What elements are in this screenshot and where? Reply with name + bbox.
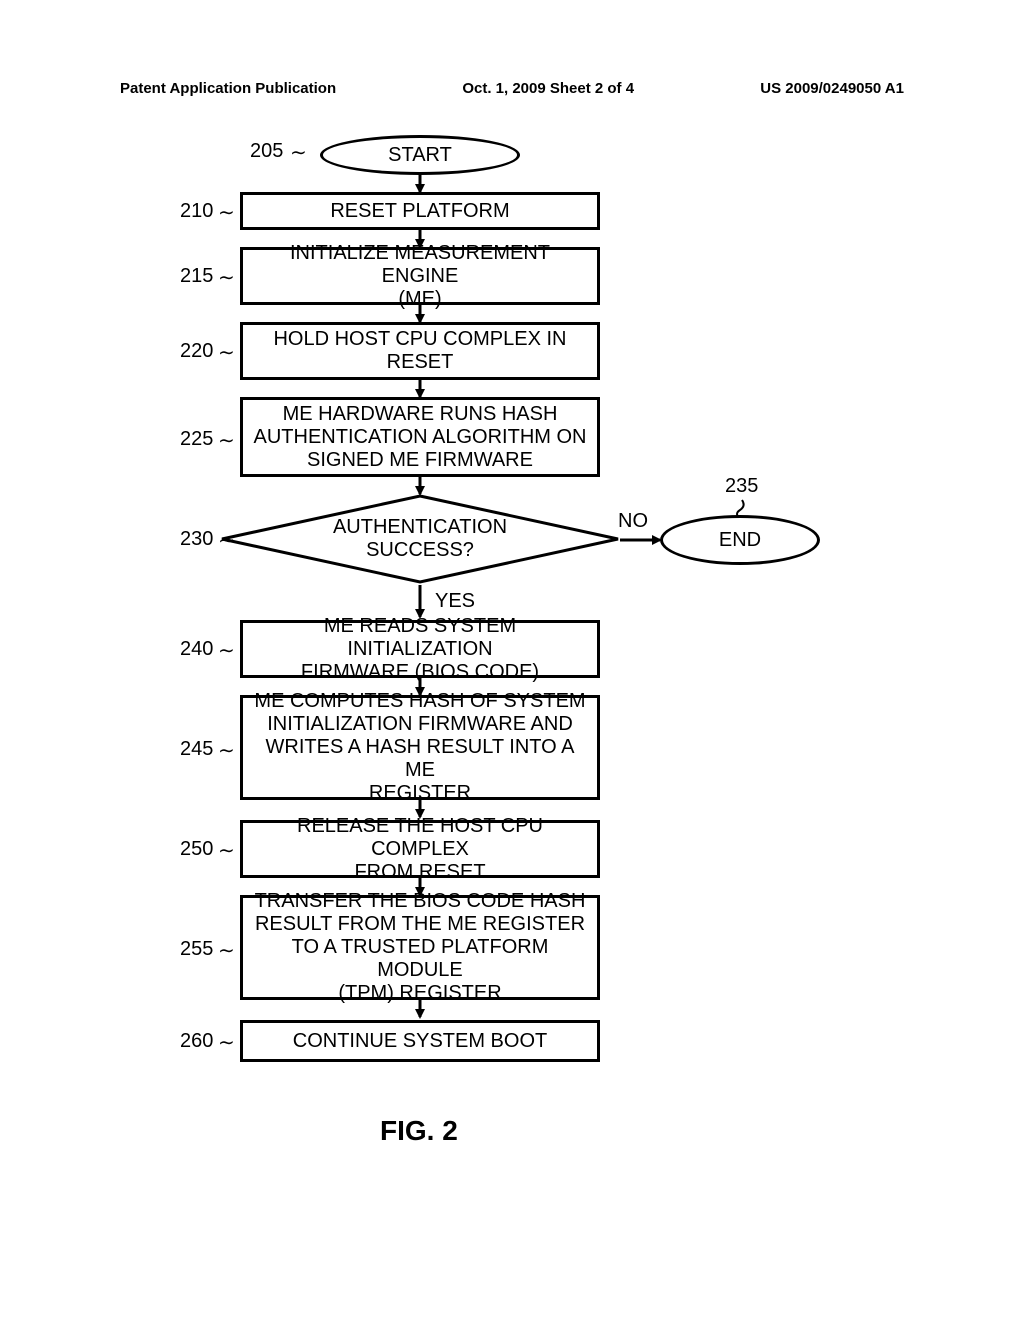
lead-230: ∼ (218, 528, 235, 553)
node-240-l2: FIRMWARE (BIOS CODE) (301, 661, 539, 684)
lead-255: ∼ (218, 938, 235, 963)
ref-255: 255 (180, 938, 213, 961)
lead-250: ∼ (218, 838, 235, 863)
header-left: Patent Application Publication (120, 80, 336, 97)
node-215-l2: (ME) (398, 288, 441, 311)
node-225: ME HARDWARE RUNS HASH AUTHENTICATION ALG… (240, 397, 600, 477)
header-right: US 2009/0249050 A1 (760, 80, 904, 97)
lead-225: ∼ (218, 428, 235, 453)
lead-245: ∼ (218, 738, 235, 763)
node-start: START (320, 135, 520, 175)
edge-yes: YES (435, 590, 475, 613)
node-215-l1: INITIALIZE MEASUREMENT ENGINE (251, 242, 589, 288)
node-260-label: CONTINUE SYSTEM BOOT (293, 1030, 547, 1053)
header-center: Oct. 1, 2009 Sheet 2 of 4 (462, 80, 634, 97)
node-245-l4: REGISTER (369, 782, 471, 805)
node-210-label: RESET PLATFORM (330, 200, 509, 223)
lead-210: ∼ (218, 200, 235, 225)
ref-205: 205 (250, 140, 283, 163)
node-245-l2: INITIALIZATION FIRMWARE AND (267, 713, 573, 736)
node-260: CONTINUE SYSTEM BOOT (240, 1020, 600, 1062)
node-230: AUTHENTICATION SUCCESS? (220, 494, 620, 584)
node-225-l1: ME HARDWARE RUNS HASH (283, 403, 558, 426)
ref-225: 225 (180, 428, 213, 451)
ref-230: 230 (180, 528, 213, 551)
node-225-l3: SIGNED ME FIRMWARE (307, 449, 533, 472)
flowchart: START 205 ∼ RESET PLATFORM 210 ∼ INITIAL… (0, 130, 1024, 1210)
node-250-l2: FROM RESET (354, 861, 485, 884)
node-225-l2: AUTHENTICATION ALGORITHM ON (254, 426, 587, 449)
node-240-l1: ME READS SYSTEM INITIALIZATION (251, 615, 589, 661)
ref-245: 245 (180, 738, 213, 761)
ref-260: 260 (180, 1030, 213, 1053)
node-245-l1: ME COMPUTES HASH OF SYSTEM (254, 690, 585, 713)
node-230-l1: AUTHENTICATION (333, 516, 507, 539)
node-250-l1: RELEASE THE HOST CPU COMPLEX (251, 815, 589, 861)
lead-260: ∼ (218, 1030, 235, 1055)
node-245-l3: WRITES A HASH RESULT INTO A ME (251, 736, 589, 782)
node-220: HOLD HOST CPU COMPLEX IN RESET (240, 322, 600, 380)
lead-220: ∼ (218, 340, 235, 365)
node-255: TRANSFER THE BIOS CODE HASH RESULT FROM … (240, 895, 600, 1000)
node-start-label: START (388, 144, 452, 167)
ref-220: 220 (180, 340, 213, 363)
node-255-l3: TO A TRUSTED PLATFORM MODULE (251, 936, 589, 982)
node-255-l1: TRANSFER THE BIOS CODE HASH (255, 890, 586, 913)
node-220-l2: RESET (387, 351, 454, 374)
node-210: RESET PLATFORM (240, 192, 600, 230)
edge-no: NO (618, 510, 648, 533)
lead-240: ∼ (218, 638, 235, 663)
node-240: ME READS SYSTEM INITIALIZATION FIRMWARE … (240, 620, 600, 678)
node-end: END (660, 515, 820, 565)
figure-label: FIG. 2 (380, 1115, 458, 1147)
node-220-l1: HOLD HOST CPU COMPLEX IN (273, 328, 566, 351)
ref-235: 235 (725, 475, 758, 498)
node-250: RELEASE THE HOST CPU COMPLEX FROM RESET (240, 820, 600, 878)
ref-210: 210 (180, 200, 213, 223)
node-255-l4: (TPM) REGISTER (338, 982, 501, 1005)
node-215: INITIALIZE MEASUREMENT ENGINE (ME) (240, 247, 600, 305)
node-end-label: END (719, 529, 761, 552)
node-255-l2: RESULT FROM THE ME REGISTER (255, 913, 585, 936)
ref-215: 215 (180, 265, 213, 288)
ref-250: 250 (180, 838, 213, 861)
lead-215: ∼ (218, 265, 235, 290)
page-header: Patent Application Publication Oct. 1, 2… (0, 0, 1024, 97)
lead-205: ∼ (290, 140, 307, 165)
node-245: ME COMPUTES HASH OF SYSTEM INITIALIZATIO… (240, 695, 600, 800)
node-230-l2: SUCCESS? (366, 539, 474, 562)
ref-240: 240 (180, 638, 213, 661)
